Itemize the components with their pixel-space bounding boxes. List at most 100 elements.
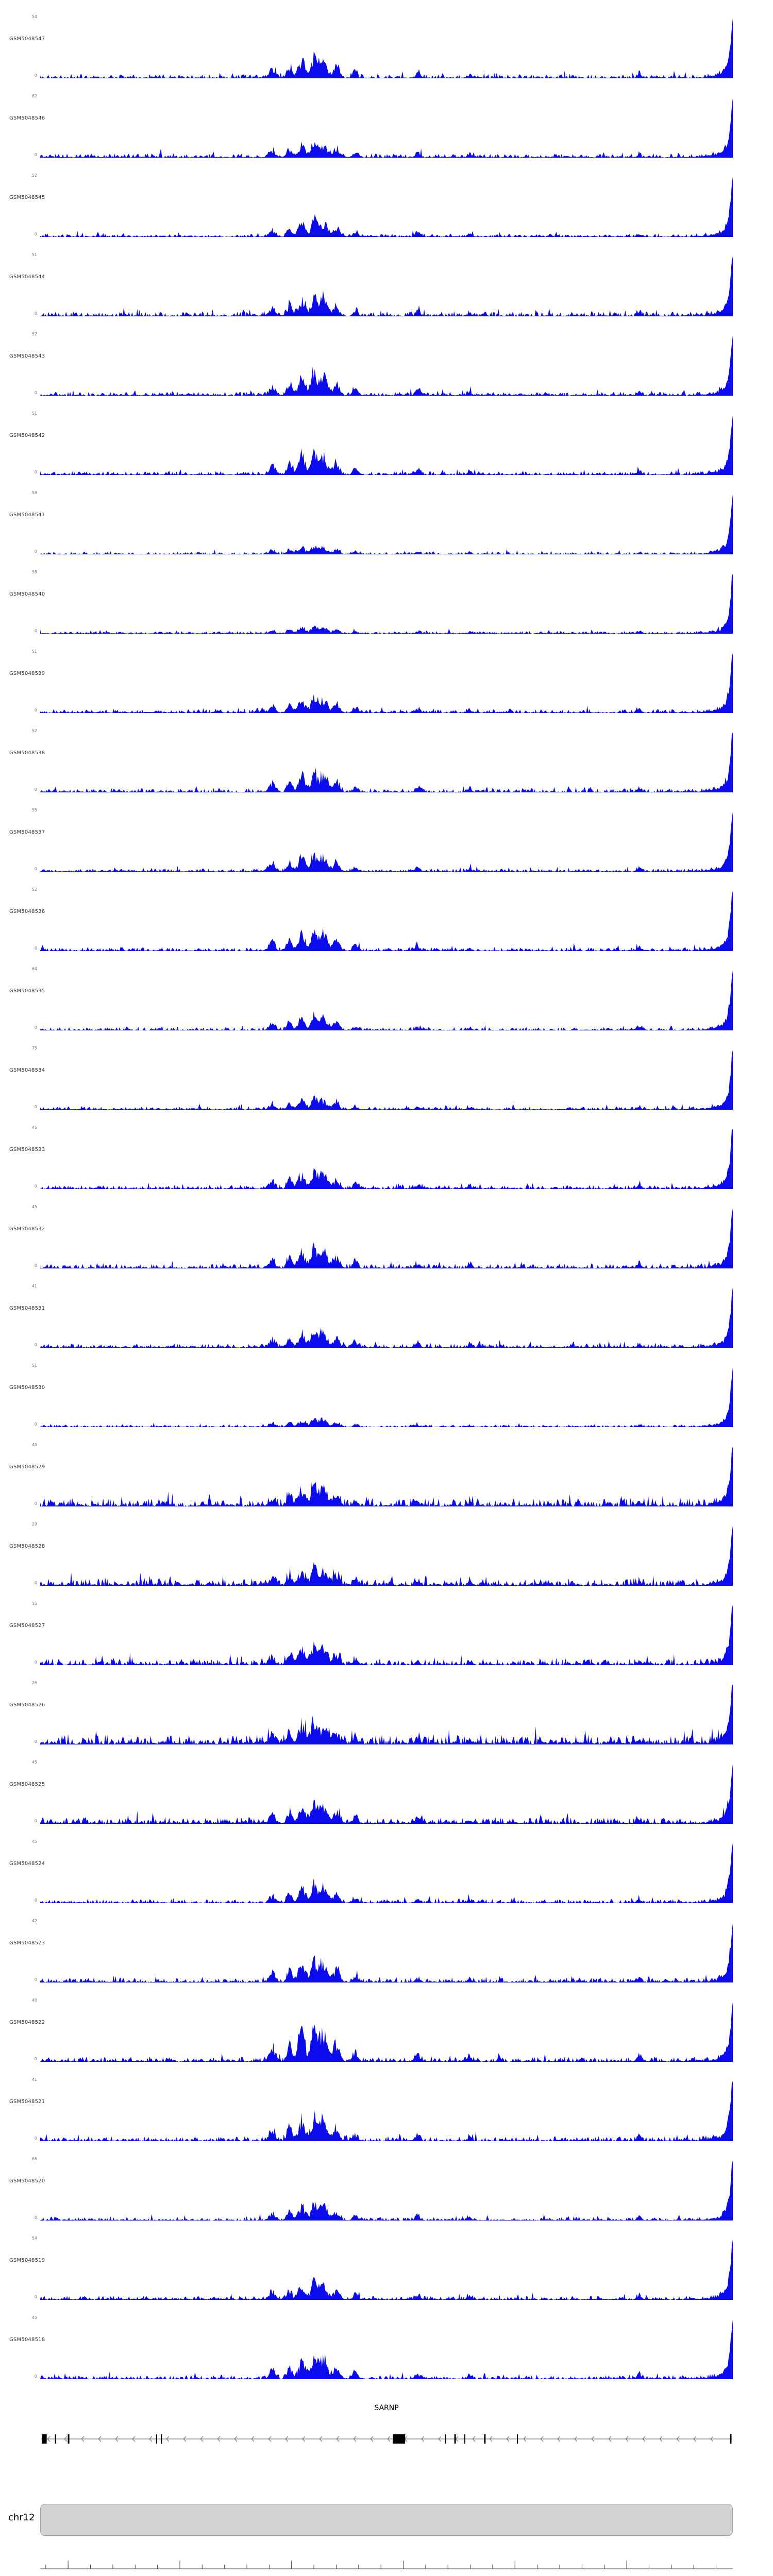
track-ymin-label: 0 — [34, 1660, 37, 1665]
signal-track: GSM5048530 51 0 — [0, 1362, 773, 1442]
axis-tick-label: 55.79Mb — [391, 2575, 416, 2576]
track-ymin-label: 0 — [34, 1025, 37, 1030]
track-ymax-label: 54 — [31, 2236, 37, 2241]
strand-arrow-left-icon — [285, 2436, 289, 2442]
coverage-signal-plot — [40, 1209, 733, 1268]
track-sample-label: GSM5048534 — [9, 1067, 45, 1073]
track-ymin-label: 0 — [34, 152, 37, 157]
coverage-area — [40, 415, 733, 475]
coverage-area — [40, 1367, 733, 1427]
signal-track: GSM5048546 62 0 — [0, 93, 773, 172]
coverage-area — [40, 733, 733, 792]
track-sample-label: GSM5048531 — [9, 1306, 45, 1311]
coverage-signal-plot — [40, 574, 733, 634]
track-sample-label: GSM5048542 — [9, 433, 45, 438]
track-ymax-label: 64 — [31, 967, 37, 971]
track-ymax-label: 52 — [31, 173, 37, 178]
coverage-area — [40, 1526, 733, 1586]
coverage-signal-plot — [40, 2240, 733, 2300]
coverage-signal-plot — [40, 891, 733, 951]
signal-track: GSM5048521 41 0 — [0, 2076, 773, 2156]
track-sample-label: GSM5048519 — [9, 2258, 45, 2263]
track-ymin-label: 0 — [34, 1263, 37, 1268]
coverage-signal-plot — [40, 19, 733, 78]
track-ymin-label: 0 — [34, 1501, 37, 1506]
exon-box — [161, 2434, 162, 2444]
coverage-area — [40, 1050, 733, 1110]
strand-arrow-left-icon — [251, 2436, 255, 2442]
gene-model-track: SARNP — [0, 2396, 773, 2473]
track-ymax-label: 45 — [31, 2315, 37, 2320]
coverage-signal-plot — [40, 1367, 733, 1427]
track-ymax-label: 29 — [31, 1522, 37, 1527]
strand-arrow-left-icon — [183, 2436, 187, 2442]
signal-track: GSM5048547 54 0 — [0, 13, 773, 93]
strand-arrow-left-icon — [302, 2436, 306, 2442]
coverage-area — [40, 971, 733, 1030]
track-ymin-label: 0 — [34, 1819, 37, 1823]
signal-track: GSM5048538 52 0 — [0, 727, 773, 807]
signal-track: GSM5048524 45 0 — [0, 1838, 773, 1918]
track-ymax-label: 52 — [31, 728, 37, 733]
strand-arrow-left-icon — [234, 2436, 238, 2442]
strand-arrow-left-icon — [64, 2436, 68, 2442]
coverage-signal-plot — [40, 2319, 733, 2379]
axis-tick-label: 55.77Mb — [167, 2575, 192, 2576]
track-sample-label: GSM5048539 — [9, 671, 45, 676]
signal-track: GSM5048518 45 0 — [0, 2314, 773, 2394]
track-ymin-label: 0 — [34, 311, 37, 316]
axis-tick-label: 55.8Mb — [505, 2575, 526, 2576]
coverage-area — [40, 1447, 733, 1506]
exon-box — [55, 2434, 56, 2444]
coverage-area — [40, 1129, 733, 1189]
strand-arrow-left-icon — [268, 2436, 272, 2442]
strand-arrow-left-icon — [370, 2436, 374, 2442]
track-ymax-label: 52 — [31, 332, 37, 336]
strand-arrow-left-icon — [574, 2436, 578, 2442]
strand-arrow-left-icon — [642, 2436, 646, 2442]
track-ymax-label: 45 — [31, 1205, 37, 1209]
strand-arrow-left-icon — [98, 2436, 102, 2442]
track-ymin-label: 0 — [34, 1977, 37, 1982]
track-ymin-label: 0 — [34, 787, 37, 792]
gene-name-label: SARNP — [374, 2404, 399, 2412]
track-ymin-label: 0 — [34, 1343, 37, 1347]
strand-arrow-left-icon — [115, 2436, 119, 2442]
track-sample-label: GSM5048538 — [9, 750, 45, 756]
coverage-tracks-region: GSM5048547 54 0 GSM5048546 62 0 GSM5048545 52 0 G… — [0, 13, 773, 2394]
signal-track: GSM5048533 46 0 — [0, 1124, 773, 1204]
track-ymax-label: 58 — [31, 570, 37, 574]
strand-arrow-left-icon — [506, 2436, 510, 2442]
strand-arrow-left-icon — [557, 2436, 561, 2442]
coverage-area — [40, 495, 733, 554]
track-ymax-label: 51 — [31, 252, 37, 257]
coverage-signal-plot — [40, 1129, 733, 1189]
track-ymax-label: 55 — [31, 808, 37, 812]
track-ymax-label: 40 — [31, 1443, 37, 1447]
track-ymin-label: 0 — [34, 391, 37, 395]
signal-track: GSM5048532 45 0 — [0, 1204, 773, 1283]
exon-box — [517, 2434, 518, 2444]
coverage-signal-plot — [40, 733, 733, 792]
track-ymax-label: 51 — [31, 649, 37, 654]
signal-track: GSM5048525 45 0 — [0, 1759, 773, 1838]
axis-tick-label: 55.81Mb — [614, 2575, 639, 2576]
track-ymax-label: 75 — [31, 1046, 37, 1050]
track-ymin-label: 0 — [34, 1184, 37, 1189]
signal-track: GSM5048536 52 0 — [0, 886, 773, 965]
track-sample-label: GSM5048547 — [9, 36, 45, 42]
strand-arrow-left-icon — [319, 2436, 323, 2442]
coverage-area — [40, 1843, 733, 1903]
track-sample-label: GSM5048529 — [9, 1464, 45, 1470]
track-ymax-label: 41 — [31, 1284, 37, 1289]
strand-arrow-left-icon — [438, 2436, 442, 2442]
coverage-area — [40, 1209, 733, 1268]
strand-arrow-left-icon — [625, 2436, 629, 2442]
coverage-signal-plot — [40, 415, 733, 475]
coverage-area — [40, 812, 733, 872]
track-sample-label: GSM5048533 — [9, 1147, 45, 1153]
track-sample-label: GSM5048530 — [9, 1385, 45, 1391]
strand-arrow-left-icon — [523, 2436, 527, 2442]
coverage-signal-plot — [40, 2002, 733, 2062]
